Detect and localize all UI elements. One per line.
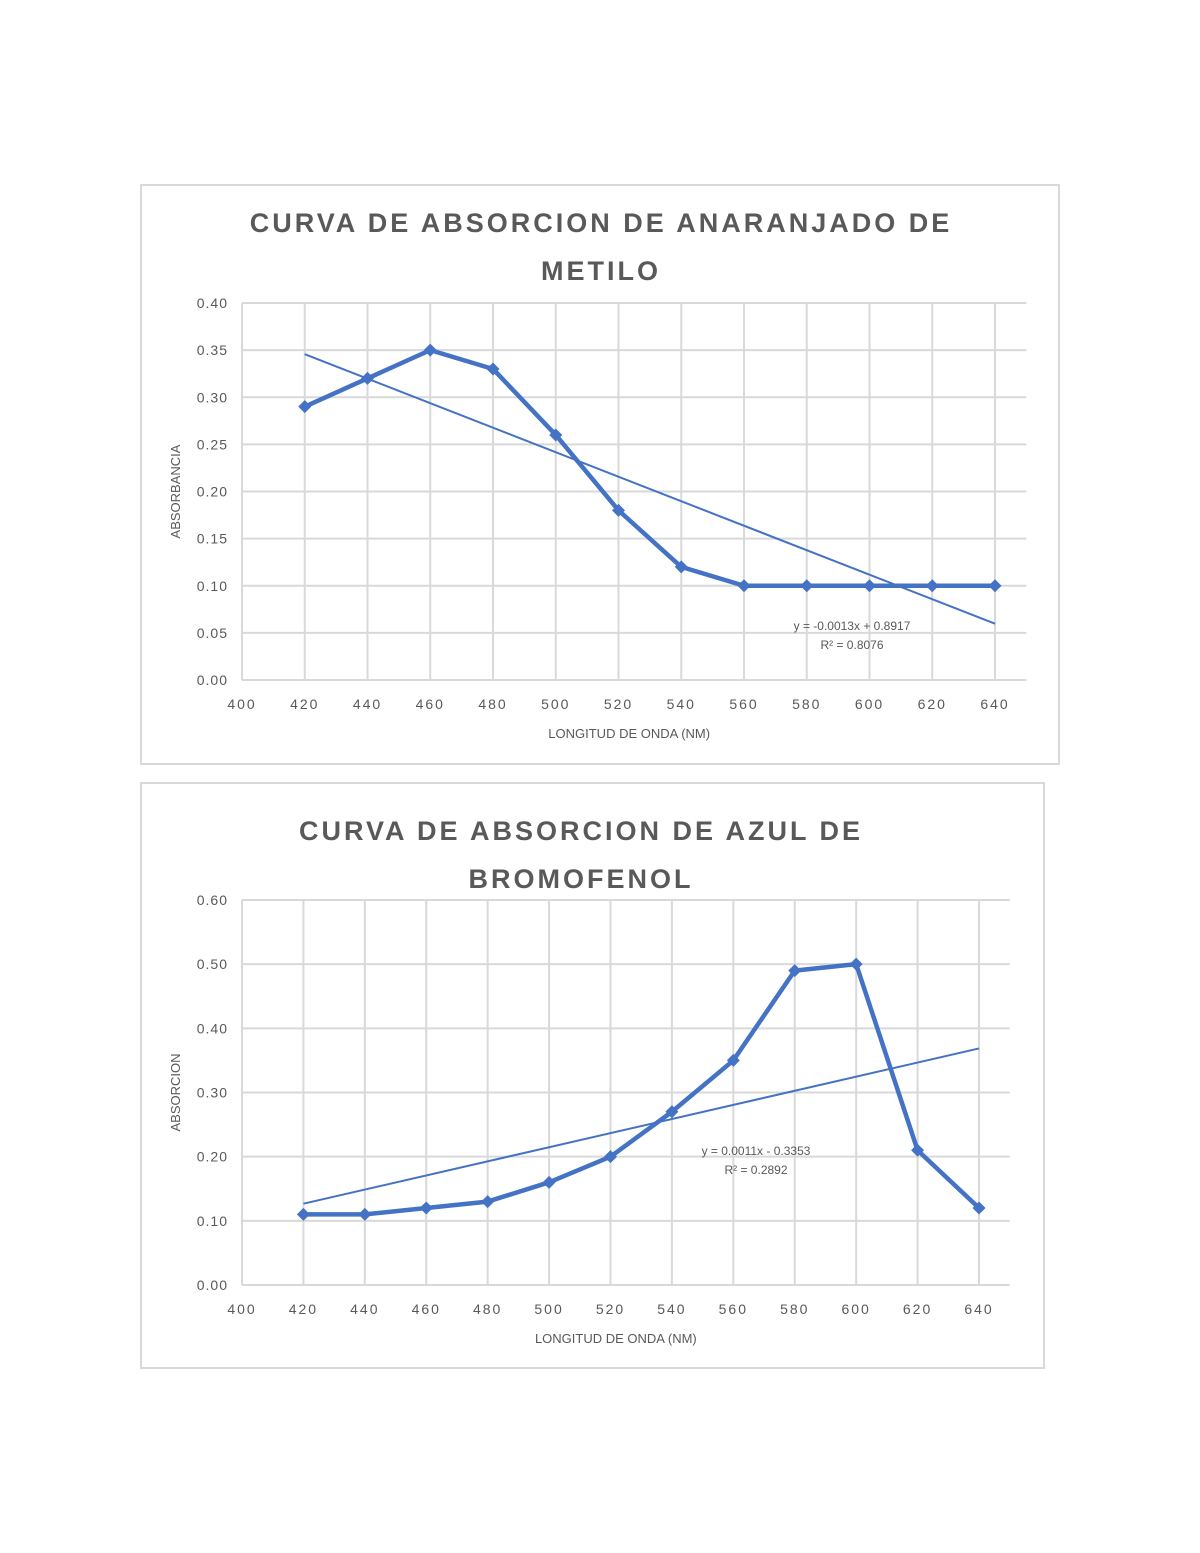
x-tick-label: 520 bbox=[596, 1301, 625, 1317]
x-tick-label: 560 bbox=[719, 1301, 748, 1317]
chart-title: METILO bbox=[541, 256, 661, 286]
y-tick-label: 0.35 bbox=[197, 342, 228, 358]
data-point-marker bbox=[549, 428, 563, 442]
chart-1-container: CURVA DE ABSORCION DE ANARANJADO DE METIL… bbox=[140, 184, 1060, 765]
data-point-marker bbox=[481, 1195, 495, 1209]
trendline-r-squared: R² = 0.8076 bbox=[820, 638, 883, 652]
y-tick-label: 0.15 bbox=[197, 531, 228, 547]
x-tick-label: 640 bbox=[964, 1301, 993, 1317]
x-tick-label: 460 bbox=[412, 1301, 441, 1317]
data-point-marker bbox=[298, 400, 312, 414]
y-axis-label: ABSORCION bbox=[168, 1053, 183, 1131]
chart-title: BROMOFENOL bbox=[469, 864, 694, 894]
trendline-r-squared: R² = 0.2892 bbox=[724, 1163, 787, 1177]
data-point-marker bbox=[665, 1105, 679, 1119]
trendline-equation: y = 0.0011x - 0.3353 bbox=[702, 1144, 811, 1158]
data-point-marker bbox=[788, 964, 802, 978]
x-tick-label: 480 bbox=[473, 1301, 502, 1317]
y-tick-label: 0.40 bbox=[197, 1020, 228, 1036]
data-point-marker bbox=[486, 362, 500, 376]
x-axis-label: LONGITUD DE ONDA (NM) bbox=[548, 726, 710, 741]
x-tick-label: 560 bbox=[729, 696, 758, 712]
y-tick-label: 0.00 bbox=[197, 1277, 228, 1293]
x-tick-label: 400 bbox=[227, 696, 256, 712]
y-tick-label: 0.00 bbox=[197, 672, 228, 688]
data-point-marker bbox=[988, 579, 1002, 593]
y-tick-label: 0.20 bbox=[197, 1149, 228, 1165]
x-tick-label: 480 bbox=[478, 696, 507, 712]
data-point-marker bbox=[358, 1207, 372, 1221]
y-tick-label: 0.60 bbox=[197, 892, 228, 908]
x-tick-label: 640 bbox=[980, 696, 1009, 712]
x-tick-label: 500 bbox=[534, 1301, 563, 1317]
y-tick-label: 0.10 bbox=[197, 1213, 228, 1229]
x-tick-label: 620 bbox=[918, 696, 947, 712]
data-point-marker bbox=[863, 579, 876, 593]
data-point-marker bbox=[361, 371, 374, 385]
trendline bbox=[303, 1047, 980, 1205]
y-tick-label: 0.10 bbox=[197, 578, 228, 594]
y-axis-label: ABSORBANCIA bbox=[168, 444, 183, 538]
y-tick-label: 0.20 bbox=[197, 484, 228, 500]
data-point-marker bbox=[419, 1201, 433, 1215]
y-tick-label: 0.30 bbox=[197, 389, 228, 405]
chart-title: CURVA DE ABSORCION DE AZUL DE bbox=[299, 816, 863, 846]
y-tick-label: 0.25 bbox=[197, 436, 228, 452]
data-point-marker bbox=[972, 1201, 986, 1215]
chart-title: CURVA DE ABSORCION DE ANARANJADO DE bbox=[250, 208, 953, 238]
x-tick-label: 520 bbox=[604, 696, 633, 712]
chart-2-container: CURVA DE ABSORCION DE AZUL DE BROMOFENOL 0… bbox=[140, 782, 1045, 1369]
x-tick-label: 500 bbox=[541, 696, 570, 712]
data-point-marker bbox=[925, 579, 939, 593]
data-point-marker bbox=[911, 1143, 925, 1157]
y-tick-label: 0.50 bbox=[197, 956, 228, 972]
x-tick-label: 400 bbox=[227, 1301, 256, 1317]
chart-2-svg: CURVA DE ABSORCION DE AZUL DE BROMOFENOL 0… bbox=[168, 816, 1010, 1346]
x-tick-label: 420 bbox=[290, 696, 319, 712]
data-point-marker bbox=[674, 560, 688, 574]
data-point-marker bbox=[612, 503, 625, 517]
data-series-line bbox=[303, 347, 995, 588]
x-tick-label: 540 bbox=[657, 1301, 686, 1317]
x-tick-label: 580 bbox=[780, 1301, 809, 1317]
trendline-equation: y = -0.0013x + 0.8917 bbox=[794, 619, 911, 633]
x-tick-label: 540 bbox=[667, 696, 696, 712]
data-point-marker bbox=[296, 1207, 310, 1221]
x-tick-label: 440 bbox=[353, 696, 382, 712]
y-tick-label: 0.05 bbox=[197, 625, 228, 641]
x-tick-label: 600 bbox=[855, 696, 884, 712]
y-tick-label: 0.30 bbox=[197, 1085, 228, 1101]
data-point-marker bbox=[737, 579, 751, 593]
trendline bbox=[304, 353, 996, 625]
data-series-line bbox=[303, 961, 981, 1217]
x-tick-label: 620 bbox=[903, 1301, 932, 1317]
x-tick-label: 440 bbox=[350, 1301, 379, 1317]
data-point-marker bbox=[604, 1150, 617, 1164]
x-tick-label: 580 bbox=[792, 696, 821, 712]
x-axis-label: LONGITUD DE ONDA (NM) bbox=[535, 1331, 697, 1346]
x-tick-label: 600 bbox=[841, 1301, 870, 1317]
y-tick-label: 0.40 bbox=[197, 295, 228, 311]
data-point-marker bbox=[726, 1053, 740, 1067]
x-tick-label: 420 bbox=[289, 1301, 318, 1317]
data-point-marker bbox=[542, 1175, 556, 1189]
x-tick-label: 460 bbox=[416, 696, 445, 712]
data-point-marker bbox=[423, 343, 437, 357]
data-point-marker bbox=[800, 579, 814, 593]
chart-1-svg: CURVA DE ABSORCION DE ANARANJADO DE METIL… bbox=[168, 208, 1027, 741]
data-point-marker bbox=[849, 957, 863, 971]
